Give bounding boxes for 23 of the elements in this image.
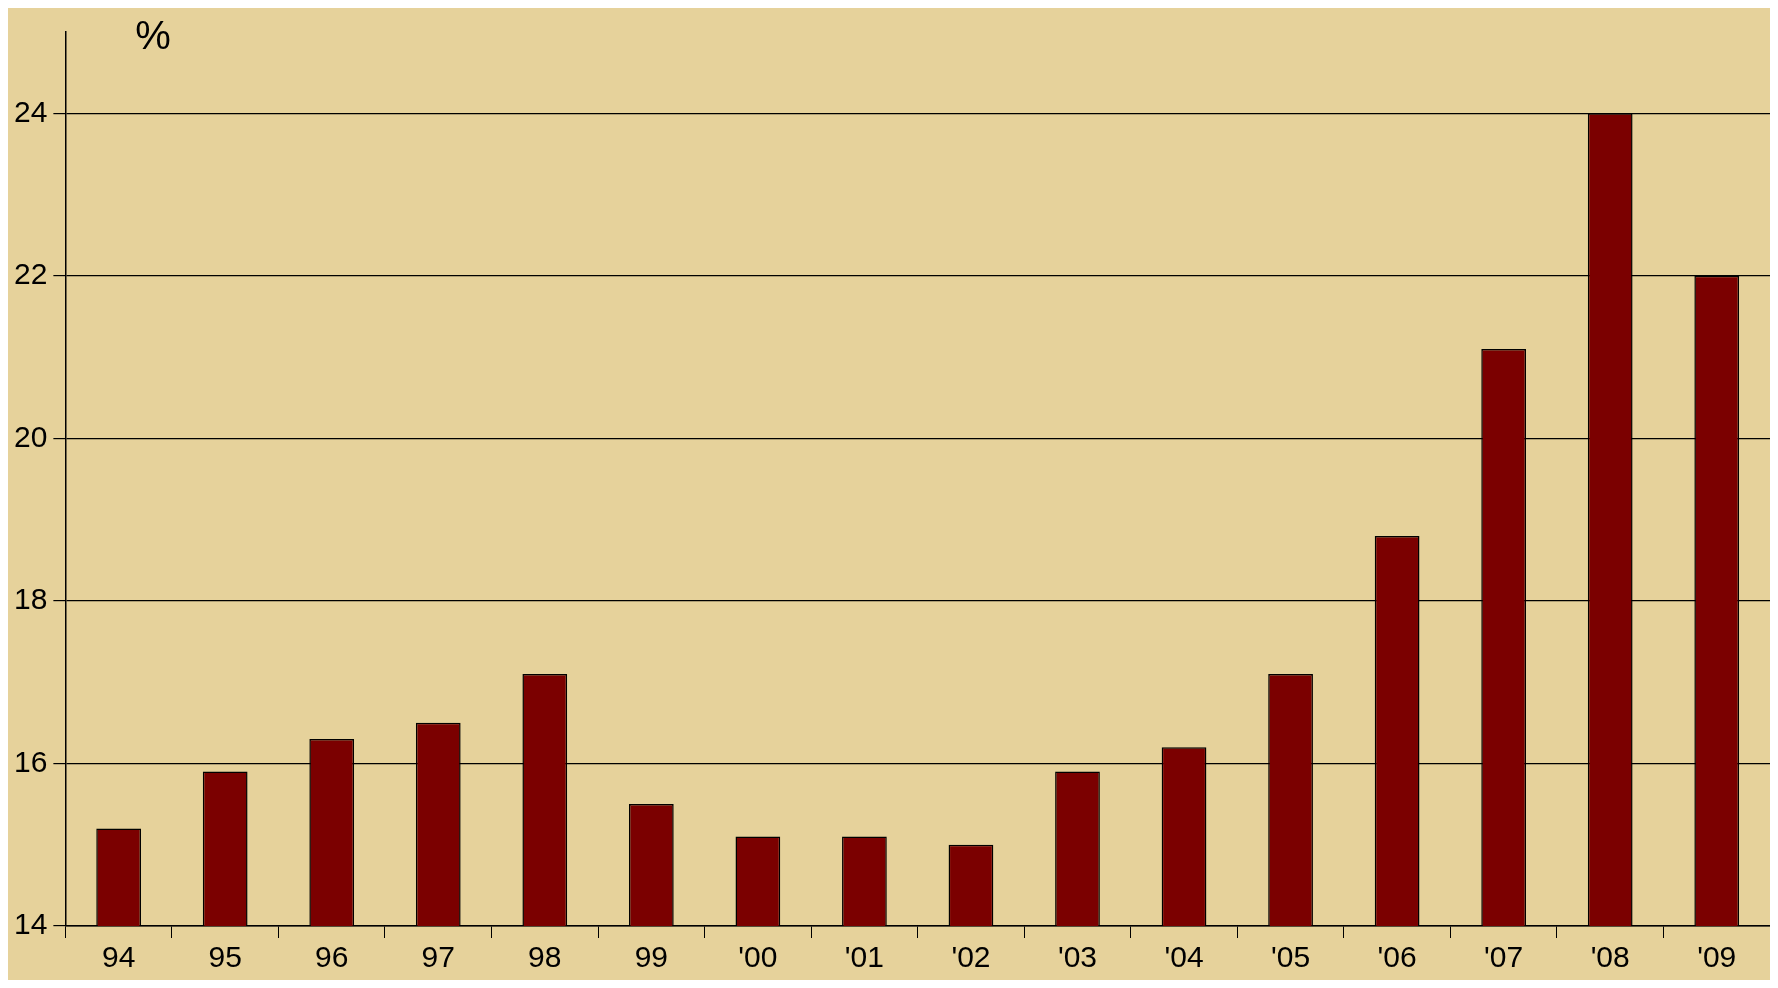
y-axis-title: % xyxy=(135,13,171,58)
y-tick-label: 22 xyxy=(13,257,48,291)
y-tick-label: 16 xyxy=(13,744,48,778)
x-tick-label: '08 xyxy=(1590,940,1630,974)
x-tick-label: '00 xyxy=(738,940,778,974)
x-tick-label: '06 xyxy=(1377,940,1417,974)
y-tick-label: 24 xyxy=(13,94,48,128)
x-tick-label: '05 xyxy=(1271,940,1311,974)
x-tick-label: '09 xyxy=(1697,940,1737,974)
x-tick-label: '07 xyxy=(1484,940,1524,974)
y-tick-label: 20 xyxy=(13,419,48,453)
x-tick-label: 96 xyxy=(315,940,349,974)
x-tick-label: '01 xyxy=(844,940,884,974)
y-tick-label: 14 xyxy=(13,907,48,941)
y-tick-label: 18 xyxy=(13,582,48,616)
x-tick-label: '04 xyxy=(1164,940,1204,974)
x-tick-label: 99 xyxy=(634,940,669,974)
x-tick-label: 94 xyxy=(101,940,136,974)
x-tick-label: 97 xyxy=(421,940,455,974)
x-tick-label: 95 xyxy=(208,940,242,974)
x-tick-label: 98 xyxy=(528,940,562,974)
x-tick-label: '03 xyxy=(1057,940,1098,974)
x-tick-label: '02 xyxy=(951,940,991,974)
